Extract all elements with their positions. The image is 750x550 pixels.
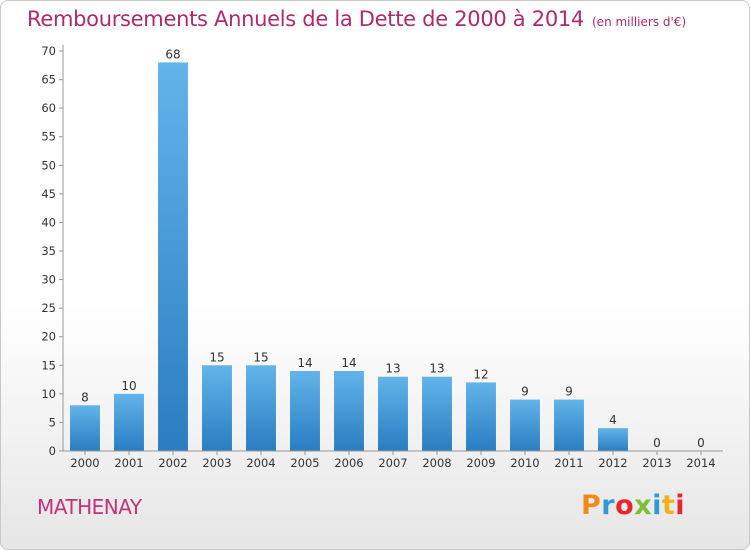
bar-2001 — [114, 393, 144, 451]
y-tick-label: 35 — [41, 244, 56, 258]
y-axis: 0 5 10 15 20 25 30 35 40 45 50 55 60 65 70 — [41, 44, 64, 458]
bar-2004 — [246, 365, 276, 451]
x-tick-label: 2006 — [334, 456, 363, 470]
data-label-2005: 14 — [297, 356, 312, 370]
bar-2009 — [466, 382, 496, 451]
logo-letter: o — [615, 490, 635, 521]
logo-letter: P — [581, 490, 602, 521]
x-axis: 2000 2001 2002 2003 2004 2005 2006 2007 2008 2009… — [63, 450, 723, 470]
x-tick-label: 2001 — [114, 456, 143, 470]
bar-2011 — [554, 399, 584, 451]
y-tick-label: 0 — [49, 444, 56, 458]
data-label-2000: 8 — [81, 390, 89, 404]
data-label-2001: 10 — [121, 379, 136, 393]
bar-2010 — [510, 399, 540, 451]
y-tick-label: 60 — [41, 101, 56, 115]
bar-2008 — [422, 376, 452, 451]
logo-letter: r — [601, 490, 616, 521]
x-tick-label: 2007 — [378, 456, 407, 470]
data-label-2013: 0 — [653, 436, 661, 450]
bar-2012 — [598, 428, 628, 451]
y-tick-label: 30 — [41, 273, 56, 287]
logo-letter: t — [661, 490, 676, 521]
data-label-2010: 9 — [521, 385, 529, 399]
logo-letter: i — [652, 490, 662, 521]
data-label-2002: 68 — [165, 47, 180, 61]
bar-2003 — [202, 365, 232, 451]
x-tick-label: 2004 — [246, 456, 275, 470]
y-tick-label: 65 — [41, 73, 56, 87]
title-text: Remboursements Annuels de la Dette de 20… — [27, 7, 584, 31]
x-tick-label: 2002 — [158, 456, 187, 470]
chart-title: Remboursements Annuels de la Dette de 20… — [27, 7, 686, 31]
x-tick-label: 2013 — [642, 456, 671, 470]
bar-2000 — [70, 405, 100, 451]
proxiti-logo[interactable]: Proxiti — [581, 490, 685, 521]
y-tick-label: 70 — [41, 44, 56, 58]
x-tick-label: 2014 — [686, 456, 715, 470]
logo-letter: x — [634, 490, 653, 521]
y-tick-label: 5 — [49, 415, 56, 429]
y-tick-label: 40 — [41, 215, 56, 229]
x-tick-label: 2010 — [510, 456, 539, 470]
bar-2005 — [290, 371, 320, 451]
logo-letter: i — [675, 490, 686, 521]
x-tick-label: 2011 — [554, 456, 583, 470]
x-tick-label: 2012 — [598, 456, 627, 470]
y-tick-label: 20 — [41, 330, 56, 344]
data-label-2014: 0 — [697, 436, 705, 450]
data-label-2003: 15 — [209, 350, 224, 364]
data-label-2012: 4 — [609, 413, 617, 427]
x-tick-label: 2005 — [290, 456, 319, 470]
x-tick-label: 2009 — [466, 456, 495, 470]
bar-2006 — [334, 371, 364, 451]
title-unit: (en milliers d'€) — [592, 15, 687, 29]
x-tick-label: 2000 — [70, 456, 99, 470]
data-label-2004: 15 — [253, 350, 268, 364]
y-tick-label: 45 — [41, 187, 56, 201]
data-label-2008: 13 — [429, 362, 444, 376]
data-label-2009: 12 — [473, 367, 488, 381]
data-label-2006: 14 — [341, 356, 356, 370]
x-tick-label: 2008 — [422, 456, 451, 470]
y-tick-label: 55 — [41, 130, 56, 144]
y-tick-label: 10 — [41, 387, 56, 401]
data-label-2007: 13 — [385, 362, 400, 376]
bar-2002 — [158, 62, 188, 452]
town-name: MATHENAY — [37, 495, 142, 519]
bars: 8 10 68 15 15 14 14 13 13 12 9 9 4 0 0 — [70, 47, 705, 452]
bar-2007 — [378, 376, 408, 451]
y-tick-label: 25 — [41, 301, 56, 315]
x-tick-label: 2003 — [202, 456, 231, 470]
y-tick-label: 15 — [41, 358, 56, 372]
y-tick-label: 50 — [41, 158, 56, 172]
data-label-2011: 9 — [565, 385, 573, 399]
